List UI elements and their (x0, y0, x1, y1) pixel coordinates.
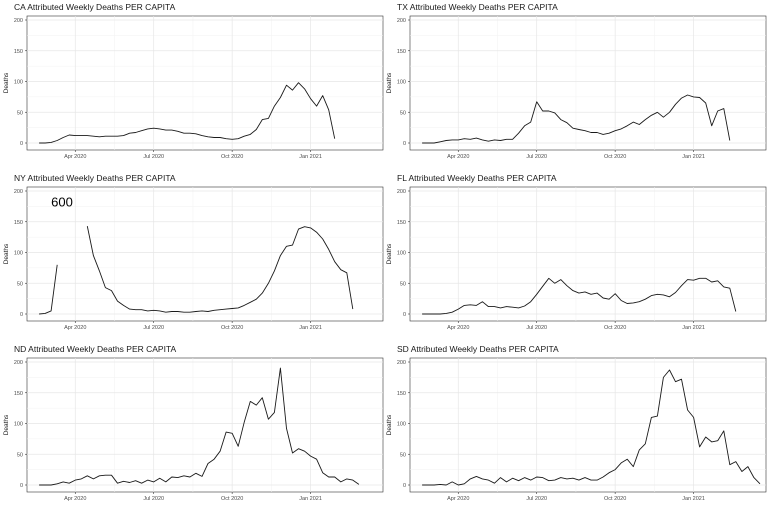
y-tick-label: 50 (400, 281, 406, 287)
y-axis-label: Deaths (386, 414, 393, 435)
x-tick-label: Jan 2021 (682, 325, 705, 331)
y-tick-label: 150 (397, 220, 406, 226)
x-tick-label: Jan 2021 (299, 325, 322, 331)
y-tick-label: 150 (14, 391, 23, 397)
x-tick-label: Oct 2020 (604, 325, 626, 331)
x-tick-label: Oct 2020 (604, 154, 626, 160)
panel-title: SD Attributed Weekly Deaths PER CAPITA (397, 344, 559, 354)
y-tick-label: 100 (397, 422, 406, 428)
y-tick-label: 100 (397, 251, 406, 257)
x-tick-label: Jul 2020 (143, 325, 164, 331)
plot-area (26, 357, 384, 493)
y-axis-label: Deaths (3, 243, 10, 264)
series-line (422, 94, 731, 144)
x-tick-label: Apr 2020 (64, 325, 86, 331)
y-tick-label: 0 (403, 141, 406, 147)
y-tick-label: 50 (17, 452, 23, 458)
x-tick-label: Apr 2020 (447, 496, 469, 502)
panel-title: CA Attributed Weekly Deaths PER CAPITA (14, 2, 176, 12)
x-tick-label: Jan 2021 (299, 496, 322, 502)
plot-area (26, 15, 384, 151)
plot-area (409, 186, 767, 322)
plot-area (409, 15, 767, 151)
x-tick-label: Oct 2020 (221, 325, 243, 331)
x-tick-label: Jan 2021 (682, 496, 705, 502)
x-tick-label: Oct 2020 (604, 496, 626, 502)
x-tick-label: Jan 2021 (299, 154, 322, 160)
plot-area (26, 186, 384, 322)
y-axis-label: Deaths (3, 414, 10, 435)
y-tick-label: 100 (14, 80, 23, 86)
panel-title: NY Attributed Weekly Deaths PER CAPITA (14, 173, 176, 183)
x-tick-label: Jul 2020 (526, 325, 547, 331)
y-tick-label: 150 (14, 49, 23, 55)
annotation-label: 600 (51, 194, 73, 209)
series-line (39, 264, 58, 315)
y-tick-label: 0 (403, 312, 406, 318)
x-tick-label: Oct 2020 (221, 154, 243, 160)
x-tick-label: Apr 2020 (447, 325, 469, 331)
y-axis-label: Deaths (386, 243, 393, 264)
series-line (422, 277, 737, 315)
y-tick-label: 200 (397, 189, 406, 195)
y-axis-label: Deaths (386, 72, 393, 93)
y-tick-label: 50 (17, 110, 23, 116)
y-tick-label: 150 (397, 391, 406, 397)
y-tick-label: 150 (14, 220, 23, 226)
x-tick-label: Jul 2020 (526, 496, 547, 502)
x-tick-label: Jul 2020 (526, 154, 547, 160)
y-tick-label: 200 (397, 18, 406, 24)
y-tick-label: 200 (14, 18, 23, 24)
series-line (39, 367, 360, 486)
y-axis-label: Deaths (3, 72, 10, 93)
series-line (86, 226, 354, 313)
panel-title: FL Attributed Weekly Deaths PER CAPITA (397, 173, 557, 183)
y-tick-label: 100 (397, 80, 406, 86)
y-tick-label: 100 (14, 422, 23, 428)
x-tick-label: Oct 2020 (221, 496, 243, 502)
y-tick-label: 0 (20, 141, 23, 147)
y-tick-label: 0 (20, 312, 23, 318)
x-tick-label: Apr 2020 (64, 496, 86, 502)
x-tick-label: Jul 2020 (143, 154, 164, 160)
y-tick-label: 200 (14, 360, 23, 366)
y-tick-label: 200 (397, 360, 406, 366)
x-tick-label: Apr 2020 (64, 154, 86, 160)
series-line (422, 369, 761, 486)
panel-title: ND Attributed Weekly Deaths PER CAPITA (14, 344, 177, 354)
y-tick-label: 100 (14, 251, 23, 257)
panel-title: TX Attributed Weekly Deaths PER CAPITA (397, 2, 558, 12)
y-tick-label: 50 (400, 452, 406, 458)
y-tick-label: 0 (20, 483, 23, 489)
y-tick-label: 0 (403, 483, 406, 489)
x-tick-label: Apr 2020 (447, 154, 469, 160)
y-tick-label: 200 (14, 189, 23, 195)
y-tick-label: 150 (397, 49, 406, 55)
y-tick-label: 50 (400, 110, 406, 116)
x-tick-label: Jul 2020 (143, 496, 164, 502)
plot-area (409, 357, 767, 493)
series-line (39, 82, 336, 144)
y-tick-label: 50 (17, 281, 23, 287)
x-tick-label: Jan 2021 (682, 154, 705, 160)
